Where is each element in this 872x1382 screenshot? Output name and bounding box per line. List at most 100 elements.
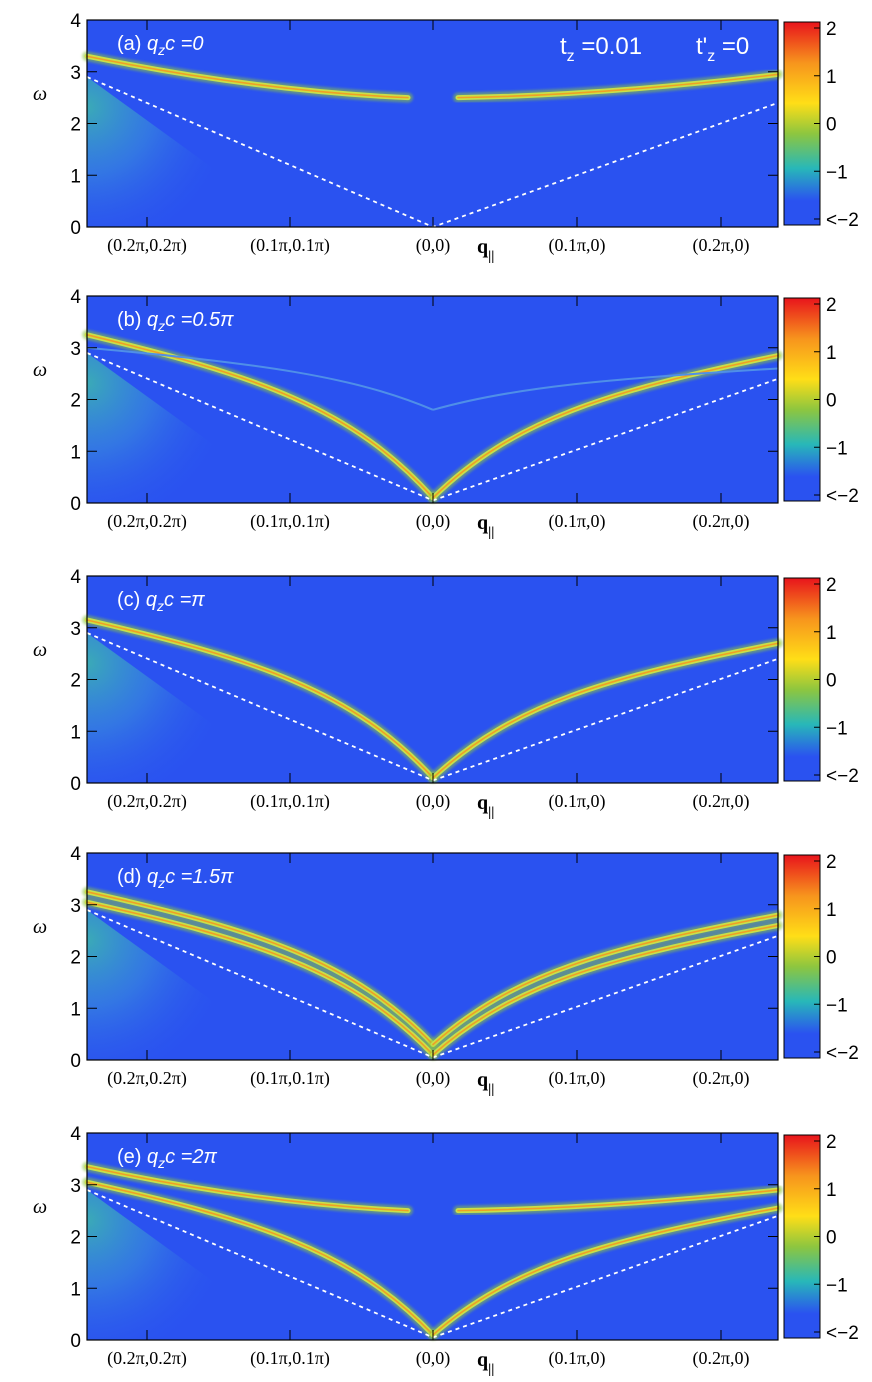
- x-tick-label: (0.2π,0): [692, 1068, 749, 1089]
- x-tick-label: (0.2π,0.2π): [107, 1348, 187, 1369]
- colorbar-label: −1: [826, 162, 848, 183]
- x-tick-label: (0.1π,0.1π): [250, 511, 330, 532]
- panel-label: (c) qzc =π: [117, 589, 205, 614]
- x-axis-label: q||: [477, 792, 494, 820]
- x-tick-label: (0.2π,0): [692, 1348, 749, 1369]
- y-axis-label: ω: [33, 1196, 47, 1218]
- x-tick-label: (0.1π,0): [548, 1068, 605, 1089]
- x-tick-label: (0.2π,0.2π): [107, 791, 187, 812]
- colorbar-label: <−2: [826, 1043, 859, 1064]
- x-axis-label: q||: [477, 1069, 494, 1097]
- colorbar-label: 1: [826, 900, 837, 921]
- branch-peak: [457, 1189, 779, 1212]
- y-tick-label: 1: [70, 999, 81, 1020]
- x-tick-label: (0.2π,0): [692, 235, 749, 256]
- panel-label: (d) qzc =1.5π: [117, 866, 234, 891]
- y-tick-label: 0: [70, 218, 81, 239]
- colorbar-label: 0: [826, 115, 837, 136]
- x-tick-label: (0.2π,0): [692, 791, 749, 812]
- x-tick-label: (0.1π,0.1π): [250, 791, 330, 812]
- param-tz: tz =0.01: [560, 33, 642, 65]
- colorbar-label: <−2: [826, 1323, 859, 1344]
- branch-peak: [86, 334, 434, 499]
- x-tick-label: (0,0): [416, 235, 451, 256]
- panel-b: 0 1 2 3 4 ω (0.2π,0.2π) (0.1π,0.1π) (0,0) (0.1π,0…: [33, 287, 859, 540]
- colorbar-label: 1: [826, 67, 837, 88]
- colorbar-label: −1: [826, 438, 848, 459]
- y-tick-label: 1: [70, 166, 81, 187]
- continuum-region: [87, 352, 237, 503]
- continuum-region: [87, 909, 237, 1060]
- colorbar-label: 0: [826, 671, 837, 692]
- continuum-region: [87, 1189, 237, 1340]
- panel-a: 0 1 2 3 4 ω (0.2π,0.2π) (0.1π,0.1π) (0,0) (0.1π,0…: [33, 11, 859, 264]
- x-tick-label: (0,0): [416, 1348, 451, 1369]
- colorbar-label: <−2: [826, 486, 859, 507]
- y-tick-label: 3: [70, 619, 81, 640]
- colorbar-label: 2: [826, 575, 837, 596]
- y-tick-label: 3: [70, 339, 81, 360]
- continuum-region: [87, 76, 237, 227]
- colorbar-label: −1: [826, 995, 848, 1016]
- branch-peak: [86, 1181, 434, 1336]
- branch-peak: [432, 642, 779, 779]
- branch-peak: [457, 73, 779, 99]
- y-tick-label: 2: [70, 1228, 81, 1249]
- colorbar-label: 1: [826, 1180, 837, 1201]
- colorbar-label: 2: [826, 852, 837, 873]
- y-axis-label: ω: [33, 639, 47, 661]
- colorbar-label: <−2: [826, 210, 859, 231]
- x-tick-label: (0.2π,0): [692, 511, 749, 532]
- x-axis-label: q||: [477, 512, 494, 540]
- colorbar-label: 0: [826, 391, 837, 412]
- y-tick-label: 4: [70, 844, 81, 865]
- y-tick-label: 0: [70, 1331, 81, 1352]
- panel-c: 0 1 2 3 4 ω (0.2π,0.2π) (0.1π,0.1π) (0,0) (0.1π,0…: [33, 567, 859, 820]
- y-tick-label: 0: [70, 1051, 81, 1072]
- branch-peak: [432, 1207, 779, 1336]
- colorbar-label: 1: [826, 343, 837, 364]
- y-axis-label: ω: [33, 916, 47, 938]
- y-tick-label: 1: [70, 722, 81, 743]
- colorbar-label: 0: [826, 948, 837, 969]
- branch-peak: [86, 901, 434, 1056]
- x-tick-label: (0.1π,0.1π): [250, 1348, 330, 1369]
- x-tick-label: (0.1π,0.1π): [250, 1068, 330, 1089]
- y-tick-label: 3: [70, 63, 81, 84]
- y-tick-label: 0: [70, 494, 81, 515]
- branch-peak: [86, 55, 409, 99]
- panel-label: (b) qzc =0.5π: [117, 309, 234, 334]
- y-tick-label: 4: [70, 567, 81, 588]
- panel-d: 0 1 2 3 4 ω (0.2π,0.2π) (0.1π,0.1π) (0,0) (0.1π,0…: [33, 844, 859, 1097]
- branch-peak: [86, 891, 434, 1046]
- x-tick-label: (0.1π,0.1π): [250, 235, 330, 256]
- y-tick-label: 1: [70, 1279, 81, 1300]
- y-tick-label: 2: [70, 115, 81, 136]
- y-tick-label: 3: [70, 1176, 81, 1197]
- colorbar-label: 2: [826, 1132, 837, 1153]
- branch-peak: [432, 924, 779, 1056]
- colorbar-label: 1: [826, 623, 837, 644]
- colorbar-label: 2: [826, 19, 837, 40]
- faint-branch: [86, 346, 434, 411]
- y-tick-label: 4: [70, 1124, 81, 1145]
- x-tick-label: (0,0): [416, 511, 451, 532]
- panel-e: 0 1 2 3 4 ω (0.2π,0.2π) (0.1π,0.1π) (0,0) (0.1π,0…: [33, 1124, 859, 1377]
- branch-peak: [86, 1165, 409, 1212]
- x-tick-label: (0.2π,0.2π): [107, 511, 187, 532]
- y-tick-label: 4: [70, 287, 81, 308]
- x-axis-label: q||: [477, 1349, 494, 1377]
- y-tick-label: 2: [70, 948, 81, 969]
- x-tick-label: (0.2π,0.2π): [107, 1068, 187, 1089]
- colorbar-label: <−2: [826, 766, 859, 787]
- colorbar-label: 0: [826, 1228, 837, 1249]
- y-tick-label: 0: [70, 774, 81, 795]
- x-tick-label: (0.1π,0): [548, 791, 605, 812]
- y-tick-label: 1: [70, 442, 81, 463]
- x-tick-label: (0.1π,0): [548, 511, 605, 532]
- x-axis-label: q||: [477, 236, 494, 264]
- x-tick-label: (0.2π,0.2π): [107, 235, 187, 256]
- x-tick-label: (0.1π,0): [548, 1348, 605, 1369]
- branch-peak: [86, 619, 434, 779]
